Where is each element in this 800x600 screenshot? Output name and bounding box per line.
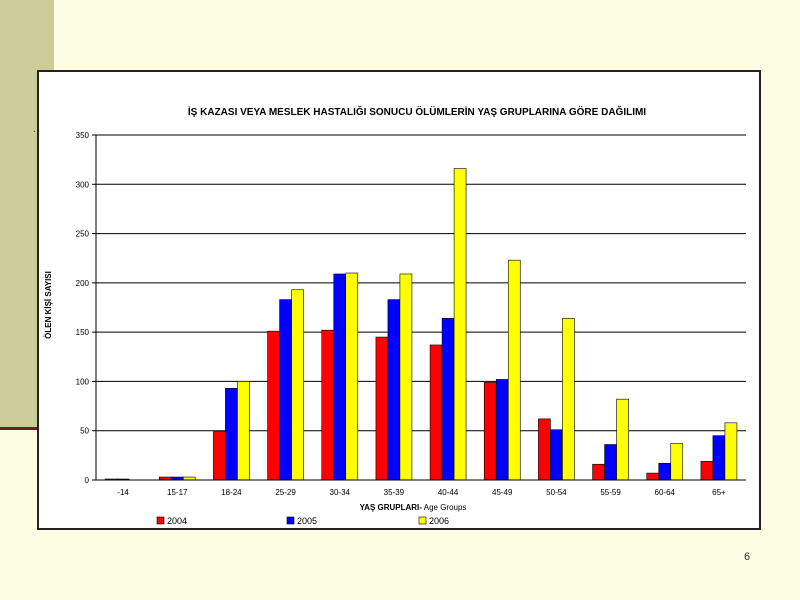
bar-2004-55-59 — [592, 463, 605, 481]
bar-2004-50-54 — [538, 418, 551, 481]
bar-2004-45-49 — [483, 382, 497, 481]
bar-chart: İŞ KAZASI VEYA MESLEK HASTALIĞI SONUCU Ö… — [44, 105, 746, 526]
bar-2005-55-59 — [604, 444, 617, 481]
x-tick-label: 15-17 — [167, 488, 188, 497]
grid-lines — [95, 134, 746, 481]
y-tick-label: 350 — [76, 131, 90, 140]
y-axis-label: ÖLEN KİŞİ SAYISI — [44, 271, 53, 339]
y-tick-label: 0 — [85, 476, 90, 485]
y-tick-labels: 0 50 100 150 200 250 300 350 — [76, 131, 96, 485]
x-tick-label: -14 — [117, 488, 129, 497]
x-tick-label: 35-39 — [384, 488, 405, 497]
y-tick-label: 150 — [76, 328, 90, 337]
bar-2004-18-24 — [213, 431, 226, 481]
bar-2006-35-39 — [399, 273, 413, 481]
bar-2004-35-39 — [375, 336, 389, 481]
x-tick-label: 40-44 — [438, 488, 459, 497]
x-tick-label: 25-29 — [275, 488, 296, 497]
x-axis-label-main: YAŞ GRUPLARI- — [360, 503, 423, 512]
x-tick-label: 30-34 — [330, 488, 351, 497]
y-tick-label: 250 — [76, 230, 90, 239]
x-axis-label: YAŞ GRUPLARI- Age Groups — [360, 503, 467, 512]
bar-2005-30-34 — [333, 273, 347, 481]
x-tick-label: 18-24 — [221, 488, 242, 497]
bar-2006-40-44 — [453, 168, 467, 481]
bar-2005-18-24 — [225, 388, 238, 481]
legend: 2004 2005 2006 — [156, 516, 449, 526]
bar-2005-25-29 — [279, 299, 292, 481]
bar-2006-60-64 — [670, 443, 684, 481]
legend-label-2005: 2005 — [297, 516, 317, 526]
slide-left-rule — [0, 427, 54, 430]
bar-2004-60-64 — [646, 472, 660, 481]
x-tick-label: 50-54 — [546, 488, 567, 497]
y-tick-label: 300 — [76, 180, 90, 189]
bar-2006-30-34 — [345, 272, 359, 481]
y-tick-label: 200 — [76, 279, 90, 288]
page-number: 6 — [744, 551, 751, 563]
bar-2005-40-44 — [441, 318, 455, 481]
bar-2005-65+ — [712, 435, 726, 481]
bar-2004-65+ — [700, 460, 714, 481]
chart-title: İŞ KAZASI VEYA MESLEK HASTALIĞI SONUCU Ö… — [188, 105, 646, 118]
bullet-dot: . — [33, 124, 36, 135]
x-tick-label: 55-59 — [600, 488, 621, 497]
bar-2006-50-54 — [562, 318, 575, 481]
x-axis-label-sub: Age Groups — [422, 503, 466, 512]
bar-2005-35-39 — [387, 299, 401, 481]
bar-2004-25-29 — [267, 330, 280, 481]
bar-2004-30-34 — [321, 329, 335, 481]
x-tick-labels: -14 15-17 18-24 25-29 30-34 35-39 40-44 45-49 50… — [96, 479, 746, 497]
bar-2005-45-49 — [495, 379, 509, 481]
bar-2006-18-24 — [237, 381, 250, 481]
bar-2005-50-54 — [550, 429, 563, 481]
bar-2006-25-29 — [291, 289, 304, 481]
y-tick-label: 100 — [76, 377, 90, 386]
legend-label-2006: 2006 — [429, 516, 449, 526]
x-tick-label: 45-49 — [492, 488, 513, 497]
x-tick-label: 60-64 — [655, 488, 676, 497]
chart-frame: İŞ KAZASI VEYA MESLEK HASTALIĞI SONUCU Ö… — [37, 70, 761, 530]
legend-swatch-2006 — [418, 516, 427, 525]
legend-swatch-2004 — [156, 516, 165, 525]
bar-2006-55-59 — [616, 398, 629, 481]
bar-2004-40-44 — [429, 344, 443, 481]
bar-2006-65+ — [724, 422, 738, 481]
x-tick-label: 65+ — [712, 488, 726, 497]
bar-2005-60-64 — [658, 462, 672, 481]
bars — [104, 168, 738, 481]
y-tick-label: 50 — [80, 427, 89, 436]
legend-label-2004: 2004 — [167, 516, 187, 526]
bar-2006-45-49 — [507, 259, 521, 481]
legend-swatch-2005 — [286, 516, 295, 525]
